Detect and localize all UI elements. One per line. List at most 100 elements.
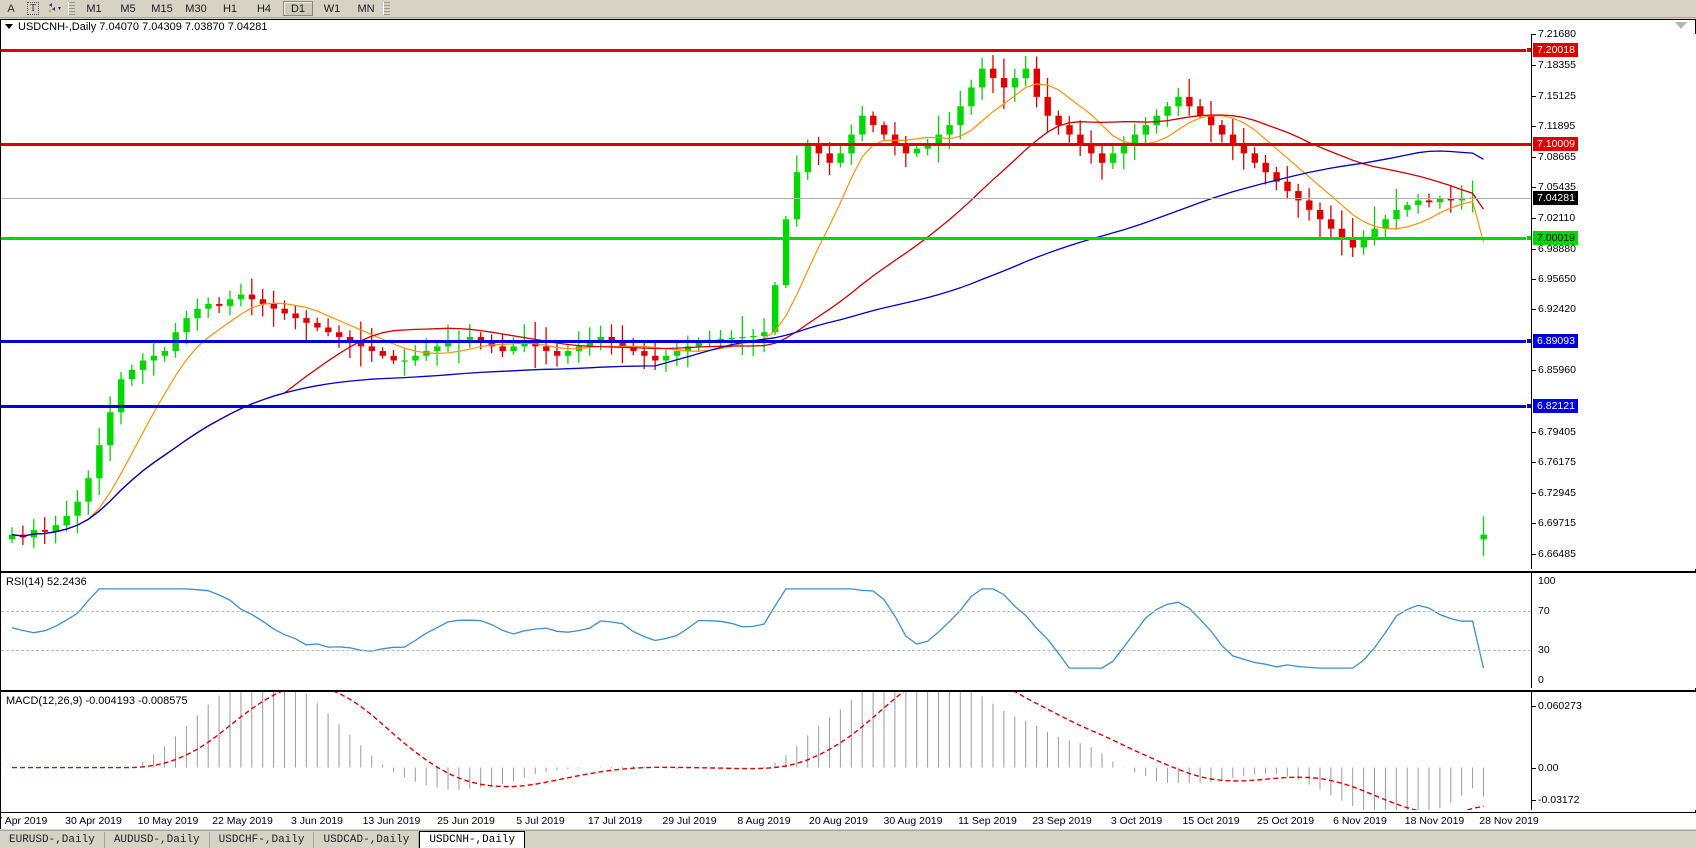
timeframe-m5[interactable]: M5 (120, 2, 136, 15)
level-line-resistance-720018[interactable] (1, 48, 1531, 52)
price-axis-label: 7.15125 (1538, 89, 1576, 102)
price-axis-tick (1532, 279, 1536, 281)
level-handle-support-689093[interactable] (1526, 337, 1531, 344)
timeframe-m30[interactable]: M30 (185, 2, 207, 15)
macd-axis-tick (1532, 706, 1536, 707)
price-axis-label: 6.72945 (1538, 486, 1576, 499)
price-axis[interactable]: 7.21680 7.18355 7.15125 7.11895 7.08665 7.054… (1531, 28, 1696, 569)
chart-tab-usdcnh[interactable]: USDCNH-,Daily (419, 831, 526, 848)
date-axis-label: 25 Oct 2019 (1256, 815, 1315, 827)
timeframe-m1[interactable]: M1 (86, 2, 102, 15)
price-axis-label: 6.69715 (1538, 517, 1576, 530)
date-axis-label: 30 Apr 2019 (65, 815, 122, 827)
date-axis-label: 15 Oct 2019 (1182, 815, 1240, 827)
chart-tab-audusd[interactable]: AUDUSD-,Daily (105, 832, 210, 848)
rsi-axis[interactable]: 100 70 30 0 (1531, 573, 1696, 688)
rsi-axis-label: 100 (1538, 575, 1556, 587)
rsi-level-70 (1, 610, 1531, 612)
price-axis-label: 6.92420 (1538, 303, 1576, 316)
text-box-glyph: T (26, 2, 40, 15)
level-line-current-price-704281[interactable] (1, 197, 1531, 199)
price-axis-tick (1532, 431, 1536, 433)
rsi-label: RSI(14) 52.2436 (6, 576, 87, 588)
price-tag-current-price-704281[interactable]: 7.04281 (1533, 190, 1578, 205)
price-axis-label: 7.08665 (1538, 150, 1576, 163)
macd-axis-tick (1532, 800, 1536, 801)
rsi-axis-label: 0 (1538, 674, 1544, 686)
rsi-level-30 (1, 650, 1531, 652)
price-axis-tick (1532, 186, 1536, 188)
date-axis-label: 17 Jul 2019 (587, 815, 643, 827)
price-plot-area[interactable] (1, 34, 1531, 569)
macd-histogram-series (12, 692, 1484, 810)
macd-axis-label: 0.00 (1538, 761, 1559, 774)
chart-title-bar: USDCNH-,Daily 7.04070 7.04309 7.03870 7.… (1, 20, 1695, 33)
price-axis-label: 6.79405 (1538, 425, 1576, 438)
macd-axis-label: -0.03172 (1538, 794, 1580, 806)
date-axis-label: 13 Jun 2019 (362, 815, 421, 827)
date-axis-label: 5 Jul 2019 (516, 815, 565, 827)
text-label-icon[interactable]: A (7, 2, 15, 15)
date-axis-label: 11 Sep 2019 (958, 815, 1017, 827)
date-axis-label: 18 Nov 2019 (1404, 815, 1465, 827)
macd-pane[interactable]: MACD(12,26,9) -0.004193 -0.008575 0.0602… (1, 690, 1696, 810)
date-axis-label: 10 May 2019 (137, 815, 199, 827)
price-axis-tick (1532, 65, 1536, 67)
price-axis-tick (1532, 218, 1536, 220)
price-axis-label: 6.66485 (1538, 547, 1576, 560)
price-axis-label: 7.18355 (1538, 59, 1576, 72)
chart-window: USDCNH-,Daily 7.04070 7.04309 7.03870 7.… (0, 19, 1696, 829)
chart-tab-usdcad[interactable]: USDCAD-,Daily (314, 832, 420, 848)
macd-axis-label: 0.060273 (1538, 700, 1582, 712)
date-axis-label: 3 Oct 2019 (1110, 815, 1163, 827)
price-pane[interactable]: 7.21680 7.18355 7.15125 7.11895 7.08665 7.054… (1, 28, 1696, 569)
price-axis-tick (1532, 126, 1536, 128)
price-tag-support-700019[interactable]: 7.00019 (1533, 230, 1578, 245)
timeframe-w1[interactable]: W1 (323, 2, 341, 15)
macd-label: MACD(12,26,9) -0.004193 -0.008575 (6, 695, 188, 707)
price-axis-tick (1532, 523, 1536, 525)
scroll-indicator-icon[interactable] (1675, 22, 1687, 29)
level-line-support-682121[interactable] (1, 405, 1531, 409)
price-axis-tick (1532, 553, 1536, 555)
timeframe-h1[interactable]: H1 (222, 2, 238, 15)
rsi-plot-area[interactable] (1, 573, 1531, 688)
macd-axis[interactable]: 0.060273 0.00 -0.03172 (1531, 692, 1696, 810)
macd-axis-tick (1532, 767, 1536, 769)
candlestick-series (9, 55, 1487, 556)
date-axis-label: 29 Jul 2019 (662, 815, 717, 827)
price-tag-resistance-720018[interactable]: 7.20018 (1533, 42, 1578, 57)
level-line-resistance-710009[interactable] (1, 142, 1531, 146)
date-axis-label: 30 Aug 2019 (883, 815, 943, 827)
date-axis-label: 23 Sep 2019 (1032, 815, 1092, 827)
text-box-icon[interactable]: T (22, 0, 44, 17)
level-handle-support-700019[interactable] (1526, 234, 1531, 241)
date-axis-label: 8 Aug 2019 (737, 815, 791, 827)
macd-plot-area[interactable] (1, 692, 1531, 810)
price-axis-tick (1532, 95, 1536, 97)
timeframe-d1[interactable]: D1 (283, 1, 313, 16)
chart-tab-usdchf[interactable]: USDCHF-,Daily (210, 832, 315, 848)
price-axis-label: 6.76175 (1538, 456, 1576, 469)
price-tag-support-689093[interactable]: 6.89093 (1533, 333, 1578, 348)
level-line-support-689093[interactable] (1, 339, 1531, 343)
price-axis-label: 6.95650 (1538, 273, 1576, 286)
timeframe-m15[interactable]: M15 (151, 2, 173, 15)
toolbar-separator (68, 2, 75, 15)
price-tag-resistance-710009[interactable]: 7.10009 (1533, 136, 1578, 151)
chart-tab-bar: EURUSD-,Daily AUDUSD-,Daily USDCHF-,Daily U… (0, 830, 1696, 848)
price-tag-support-682121[interactable]: 6.82121 (1533, 399, 1578, 414)
level-line-support-700019[interactable] (1, 236, 1531, 240)
chart-tab-eurusd[interactable]: EURUSD-,Daily (0, 832, 105, 848)
level-handle-support-682121[interactable] (1526, 403, 1531, 410)
rsi-pane[interactable]: RSI(14) 52.2436 100 70 30 0 (1, 571, 1696, 688)
objects-dropdown-icon[interactable] (44, 0, 66, 17)
timeframe-h4[interactable]: H4 (256, 2, 272, 15)
price-axis-label: 7.05435 (1538, 180, 1576, 193)
timeframe-mn[interactable]: MN (357, 2, 375, 15)
price-axis-tick (1532, 462, 1536, 464)
date-axis[interactable]: 17 Apr 2019 30 Apr 2019 10 May 2019 22 May … (0, 812, 1696, 829)
chart-menu-chevron-icon[interactable] (5, 24, 13, 29)
price-axis-label: 6.85960 (1538, 364, 1576, 377)
level-handle-resistance-720018[interactable] (1526, 46, 1531, 53)
